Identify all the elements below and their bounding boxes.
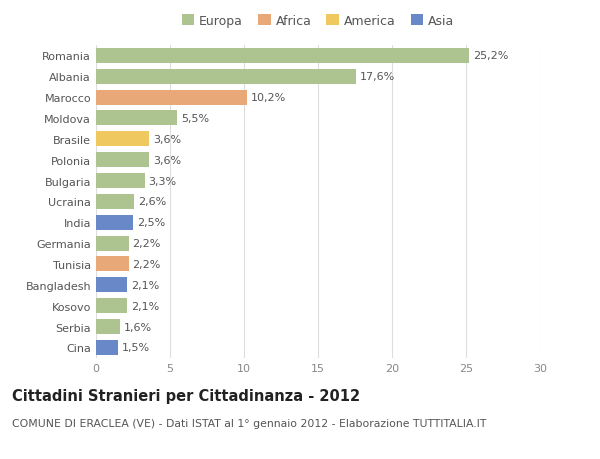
Text: 2,1%: 2,1% (131, 280, 159, 290)
Bar (96, 195, 134, 209)
Text: 10,2%: 10,2% (251, 93, 286, 103)
Text: 3,3%: 3,3% (149, 176, 176, 186)
Text: Cittadini Stranieri per Cittadinanza - 2012: Cittadini Stranieri per Cittadinanza - 2… (12, 388, 360, 403)
Bar (96, 174, 145, 189)
Bar (96, 132, 149, 147)
Legend: Europa, Africa, America, Asia: Europa, Africa, America, Asia (182, 15, 454, 28)
Text: 3,6%: 3,6% (153, 155, 181, 165)
Text: 17,6%: 17,6% (360, 72, 395, 82)
Text: 1,6%: 1,6% (124, 322, 152, 332)
Text: 5,5%: 5,5% (181, 114, 209, 124)
Text: COMUNE DI ERACLEA (VE) - Dati ISTAT al 1° gennaio 2012 - Elaborazione TUTTITALIA: COMUNE DI ERACLEA (VE) - Dati ISTAT al 1… (12, 418, 487, 428)
Bar (96, 215, 133, 230)
Bar (96, 70, 356, 84)
Bar (96, 257, 128, 272)
Text: 2,6%: 2,6% (138, 197, 166, 207)
Text: 2,2%: 2,2% (132, 259, 161, 269)
Bar (96, 278, 127, 293)
Text: 1,5%: 1,5% (122, 342, 150, 353)
Bar (96, 153, 149, 168)
Bar (96, 319, 119, 334)
Bar (96, 236, 128, 251)
Bar (96, 298, 127, 313)
Bar (96, 90, 247, 106)
Text: 25,2%: 25,2% (473, 51, 508, 62)
Text: 2,5%: 2,5% (137, 218, 165, 228)
Bar (96, 49, 469, 64)
Text: 2,2%: 2,2% (132, 239, 161, 249)
Bar (96, 111, 178, 126)
Text: 2,1%: 2,1% (131, 301, 159, 311)
Bar (96, 340, 118, 355)
Text: 3,6%: 3,6% (153, 134, 181, 145)
